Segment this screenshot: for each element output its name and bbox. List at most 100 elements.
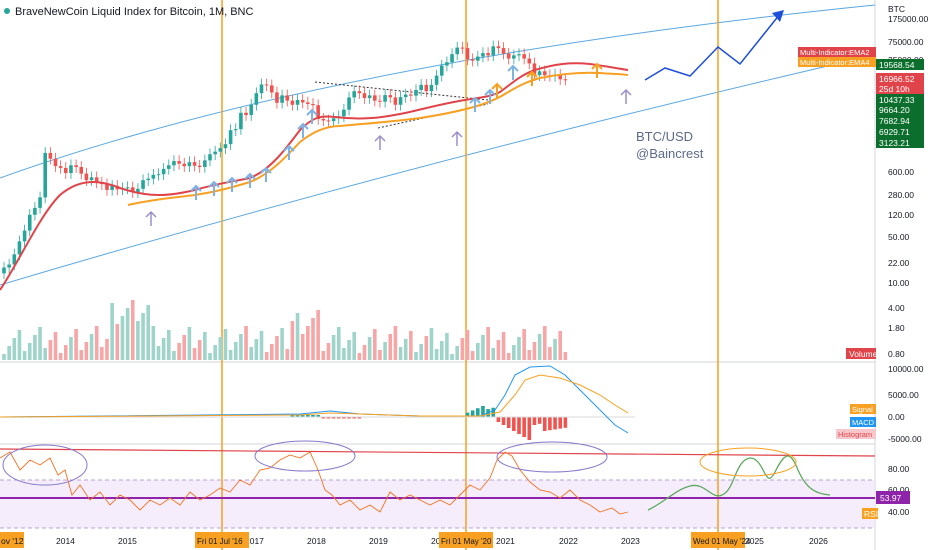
x-tick-label: 2025	[745, 536, 764, 546]
candle	[187, 162, 192, 167]
volume-bar	[445, 333, 449, 360]
macd-hist-bar	[537, 417, 542, 424]
volume-bar	[398, 347, 403, 360]
arrow-orange-1	[491, 82, 503, 98]
candle	[27, 214, 32, 231]
candle	[125, 187, 130, 189]
volume-bar	[115, 324, 120, 360]
projection-path	[644, 13, 781, 81]
macd-hist-bar	[553, 417, 557, 430]
arrow-up-3	[451, 130, 463, 146]
macd-line	[0, 365, 629, 434]
candle	[64, 167, 68, 174]
candle	[342, 109, 346, 117]
candle	[517, 54, 521, 56]
candle	[213, 151, 217, 155]
volume-bar	[38, 327, 42, 360]
rsi-tick-label: 80.00	[888, 464, 910, 474]
macd-hist-bar	[558, 417, 562, 429]
price-marker-box	[876, 137, 924, 148]
volume-bar	[352, 332, 356, 360]
volume-bar	[527, 350, 532, 360]
volume-bar	[548, 347, 552, 360]
macd-hist-bar	[300, 415, 305, 417]
x-tick-label: 2021	[496, 536, 515, 546]
candle	[58, 166, 63, 168]
volume-bar	[197, 340, 202, 360]
arrow-blue-10	[484, 88, 496, 104]
macd-hist-bar	[311, 415, 315, 417]
price-tick-label: 75000.00	[888, 37, 924, 47]
candle	[439, 65, 444, 76]
arrow-up-1	[145, 210, 157, 226]
candle	[563, 79, 568, 81]
candle	[357, 91, 362, 94]
candle	[486, 53, 490, 56]
price-tick-label: 280.00	[888, 190, 914, 200]
candle	[558, 74, 562, 80]
volume-bar	[512, 345, 516, 360]
macd-hist-bar	[522, 417, 526, 437]
volume-bar	[146, 305, 150, 360]
candle	[43, 152, 47, 198]
macd-hist-bar	[501, 417, 506, 425]
price-tick-label: 22.00	[888, 258, 910, 268]
orange-arrows	[491, 62, 603, 98]
volume-bar	[249, 347, 253, 360]
rsi-label-box	[862, 508, 878, 519]
volume-bar	[388, 334, 393, 360]
candle	[151, 174, 156, 179]
volume-bar	[167, 330, 171, 360]
volume-bar	[33, 335, 37, 360]
macd-hist-bar	[496, 417, 501, 422]
macd-hist-bar	[548, 417, 552, 431]
volume-bar	[64, 345, 68, 360]
volume-bar	[393, 326, 398, 360]
candle	[254, 93, 259, 105]
volume-bar	[12, 338, 17, 360]
volume-bar	[89, 334, 94, 360]
macd-tick-label: -5000.00	[888, 434, 922, 444]
price-marker-box	[876, 104, 924, 115]
x-tick-label: 2023	[621, 536, 640, 546]
candle	[244, 112, 248, 116]
price-marker-box	[876, 94, 924, 105]
volume-bar	[553, 339, 557, 360]
volume-bar	[295, 313, 300, 360]
ema4-line	[127, 71, 629, 206]
lower-channel-line	[0, 54, 876, 286]
price-marker: 3123.21	[879, 138, 910, 148]
volume-bar	[270, 344, 274, 360]
candle	[424, 84, 429, 92]
candle	[409, 94, 413, 96]
volume-bar	[316, 310, 320, 360]
candle	[249, 104, 253, 116]
candle	[306, 102, 310, 104]
candle	[362, 93, 367, 99]
candle	[110, 185, 114, 190]
volume-bar	[501, 332, 506, 360]
volume-bar	[203, 332, 207, 360]
volume-bar	[264, 352, 269, 360]
candle	[33, 207, 37, 215]
x-tick-label: 2019	[369, 536, 388, 546]
volume-bar	[177, 343, 181, 360]
macd-hist-bar	[357, 417, 362, 419]
price-marker: 7682.94	[879, 116, 910, 126]
candle	[537, 71, 542, 76]
candle	[264, 84, 269, 86]
candle	[455, 47, 459, 55]
volume-tick-label: 0.80	[888, 349, 905, 359]
chart-title: BraveNewCoin Liquid Index for Bitcoin, 1…	[15, 6, 253, 18]
rsi-ellipse-3	[496, 441, 608, 473]
volume-bar	[136, 321, 140, 360]
candle	[512, 55, 516, 59]
macd-hist-bar	[470, 410, 475, 417]
price-marker: 10437.33	[879, 95, 915, 105]
volume-bar	[470, 351, 475, 360]
arrow-up-4	[620, 88, 632, 104]
candle	[403, 94, 408, 98]
x-tick-label: 2014	[56, 536, 75, 546]
volume-bar	[342, 348, 346, 360]
